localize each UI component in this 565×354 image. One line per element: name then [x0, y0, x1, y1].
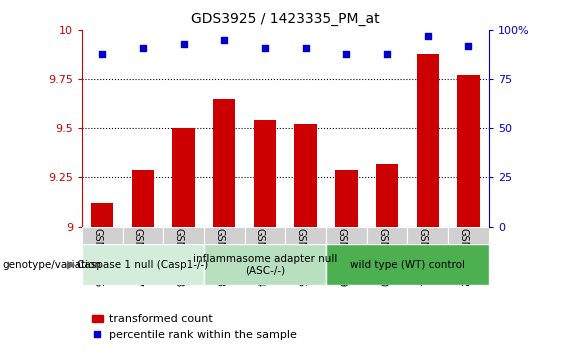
Bar — [326, 244, 489, 285]
Text: GSM619226: GSM619226 — [92, 228, 102, 287]
Point — [423, 33, 432, 39]
Text: ▶: ▶ — [67, 259, 75, 270]
Bar — [294, 124, 317, 227]
Bar — [416, 54, 439, 227]
Point — [464, 43, 473, 48]
Text: GSM619227: GSM619227 — [133, 228, 143, 288]
Bar — [245, 227, 285, 264]
Bar — [326, 227, 367, 264]
Bar — [82, 244, 204, 285]
Text: wild type (WT) control: wild type (WT) control — [350, 259, 465, 270]
Bar — [367, 227, 407, 264]
Bar — [132, 170, 154, 227]
Point — [138, 45, 147, 51]
Text: GSM619228: GSM619228 — [173, 228, 184, 287]
Bar — [457, 75, 480, 227]
Bar — [82, 227, 123, 264]
Point — [342, 51, 351, 57]
Bar — [376, 164, 398, 227]
Bar — [163, 227, 204, 264]
Text: GSM619231: GSM619231 — [418, 228, 428, 287]
Legend: transformed count, percentile rank within the sample: transformed count, percentile rank withi… — [88, 310, 301, 344]
Text: GSM619230: GSM619230 — [377, 228, 387, 287]
Text: GSM619233: GSM619233 — [214, 228, 224, 287]
Point — [220, 37, 229, 43]
Text: genotype/variation: genotype/variation — [3, 259, 102, 270]
Bar — [91, 203, 114, 227]
Bar — [204, 244, 326, 285]
Text: GSM619235: GSM619235 — [295, 228, 306, 287]
Point — [260, 45, 270, 51]
Text: GSM619232: GSM619232 — [458, 228, 468, 287]
Bar — [448, 227, 489, 264]
Point — [383, 51, 392, 57]
Title: GDS3925 / 1423335_PM_at: GDS3925 / 1423335_PM_at — [191, 12, 380, 26]
Text: GSM619234: GSM619234 — [255, 228, 265, 287]
Point — [179, 41, 188, 47]
Bar — [213, 99, 236, 227]
Text: Caspase 1 null (Casp1-/-): Caspase 1 null (Casp1-/-) — [77, 259, 208, 270]
Text: inflammasome adapter null
(ASC-/-): inflammasome adapter null (ASC-/-) — [193, 254, 337, 275]
Bar — [254, 120, 276, 227]
Bar — [407, 227, 448, 264]
Bar — [172, 128, 195, 227]
Text: GSM619229: GSM619229 — [336, 228, 346, 287]
Bar — [204, 227, 245, 264]
Bar — [123, 227, 163, 264]
Point — [98, 51, 107, 57]
Bar — [285, 227, 326, 264]
Bar — [335, 170, 358, 227]
Point — [301, 45, 310, 51]
